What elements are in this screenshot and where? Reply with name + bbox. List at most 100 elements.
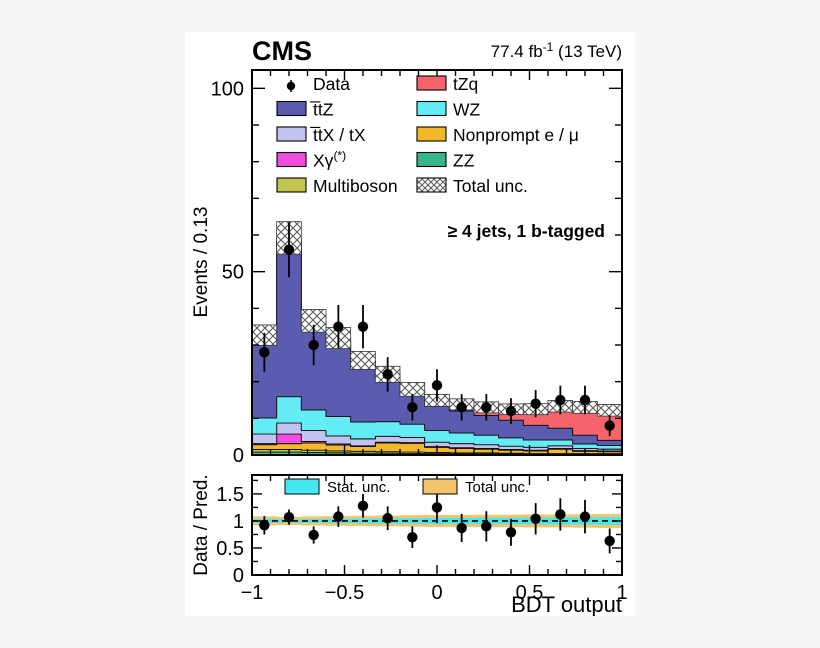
data-point[interactable] (382, 357, 393, 392)
ratio-data-point[interactable] (604, 528, 615, 554)
data-point[interactable] (530, 390, 541, 418)
legend-entry: tZq (416, 74, 478, 94)
data-point[interactable] (308, 324, 319, 366)
data-point[interactable] (604, 415, 615, 436)
legend-label: tZq (453, 74, 478, 94)
data-point[interactable] (283, 222, 295, 278)
ratio-legend-entry: Total unc. (422, 478, 529, 496)
uncertainty-box (350, 351, 376, 370)
data-points-main[interactable] (259, 222, 615, 436)
ratio-data-point[interactable] (259, 516, 270, 535)
data-point[interactable] (357, 305, 369, 349)
ratio-data-point[interactable] (407, 526, 418, 548)
legend-label: WZ (453, 100, 481, 120)
legend-swatch (416, 100, 447, 117)
legend-entry: Xγ(*) (276, 149, 346, 171)
x-tick-label: 1 (616, 582, 627, 604)
selection-annotation: ≥ 4 jets, 1 b-tagged (448, 221, 605, 241)
legend-label: Multiboson (313, 176, 398, 196)
legend-label-superscript: (*) (333, 149, 346, 163)
legend-swatch (276, 151, 307, 168)
uncertainty-box (596, 404, 623, 417)
legend-label: Nonprompt e / μ (453, 125, 579, 145)
cms-experiment-label: CMS (252, 36, 312, 66)
data-point[interactable] (333, 305, 344, 349)
legend-entry: Total unc. (416, 176, 528, 196)
legend-swatch (416, 151, 447, 168)
main-y-tick-labels: 0 50 100 (211, 78, 244, 467)
x-tick-label: −1 (241, 582, 264, 604)
ratio-data-point[interactable] (357, 493, 369, 518)
legend-swatch (416, 126, 447, 142)
ratio-data-point[interactable] (283, 509, 295, 525)
ratio-data-point[interactable] (431, 491, 443, 524)
ratio-data-point[interactable] (333, 506, 344, 527)
ratio-panel: 0 0.5 1 1.5 Stat. unc. Total unc. (216, 474, 623, 587)
ratio-panel-frame (251, 474, 623, 576)
legend-swatch (416, 75, 447, 91)
x-tick-label: −0.5 (325, 582, 364, 604)
data-point[interactable] (481, 394, 492, 421)
data-point[interactable] (505, 398, 517, 424)
legend-entry: WZ (416, 100, 481, 120)
stacked-histogram (251, 237, 623, 456)
data-point[interactable] (259, 332, 270, 372)
legend-entry: Nonprompt e / μ (416, 125, 579, 145)
data-point[interactable] (555, 385, 566, 415)
main-legend: Data t̅tZ t̅tX / tX Xγ(*) Multiboson tZq WZ Non… (276, 74, 579, 196)
legend-swatch (276, 177, 307, 193)
luminosity-value: 77.4 fb (491, 42, 543, 61)
ratio-stat-unc-band (597, 517, 622, 525)
y-tick-label-main: 50 (222, 262, 244, 284)
ratio-data-point[interactable] (555, 498, 566, 531)
ratio-legend-entry: Stat. unc. (284, 478, 390, 496)
legend-label: ZZ (453, 151, 475, 171)
legend-entry: Multiboson (276, 176, 398, 196)
luminosity-exponent: -1 (543, 40, 554, 54)
ratio-legend-label: Total unc. (465, 479, 529, 496)
ratio-data-point[interactable] (308, 526, 319, 544)
main-histogram-panel: 0 50 100 (211, 69, 623, 467)
collision-energy: (13 TeV) (553, 42, 622, 61)
legend-label: t̅tZ (309, 100, 334, 120)
x-tick-label: 0 (431, 582, 442, 604)
ratio-data-point[interactable] (456, 513, 467, 543)
y-tick-label-main: 100 (211, 78, 244, 100)
legend-label: t̅tX / tX (309, 125, 366, 145)
data-point[interactable] (407, 394, 418, 421)
y-tick-label-ratio: 0.5 (216, 538, 244, 560)
legend-label: Data (313, 74, 350, 94)
y-tick-label-ratio: 1.5 (216, 484, 244, 506)
legend-marker-data-point (286, 80, 296, 92)
ratio-data-point[interactable] (382, 506, 393, 531)
x-tick-label: 0.5 (516, 582, 544, 604)
ratio-data-point[interactable] (505, 518, 517, 546)
legend-swatch (276, 126, 307, 142)
data-point[interactable] (456, 394, 467, 421)
y-tick-label-ratio: 1 (233, 511, 244, 533)
y-tick-label-ratio: 0 (233, 565, 244, 587)
main-panel-frame (251, 69, 623, 456)
ratio-legend-label: Stat. unc. (327, 479, 390, 496)
legend-entry: ZZ (416, 151, 475, 171)
plot-canvas: CMS 77.4 fb-1 (13 TeV) 0 50 100 Events / 0… (185, 32, 635, 616)
ratio-y-tick-labels: 0 0.5 1 1.5 (216, 484, 244, 587)
x-axis-title: BDT output (511, 592, 622, 616)
legend-entry: t̅tX / tX (276, 125, 366, 145)
data-points-ratio[interactable] (259, 491, 615, 554)
y-tick-label-main: 0 (233, 445, 244, 467)
legend-label: Total unc. (453, 176, 528, 196)
legend-label: Xγ(*) (313, 149, 346, 171)
data-point[interactable] (579, 385, 591, 415)
legend-swatch-total-unc (416, 177, 447, 193)
legend-entry: Data (286, 74, 350, 94)
ratio-data-point[interactable] (579, 499, 591, 534)
ratio-legend-swatch (422, 478, 458, 495)
legend-swatch (276, 100, 307, 117)
data-point[interactable] (431, 369, 443, 402)
ratio-data-point[interactable] (481, 511, 492, 542)
ratio-data-point[interactable] (530, 503, 541, 535)
y-axis-title-ratio: Data / Pred. (191, 474, 212, 575)
